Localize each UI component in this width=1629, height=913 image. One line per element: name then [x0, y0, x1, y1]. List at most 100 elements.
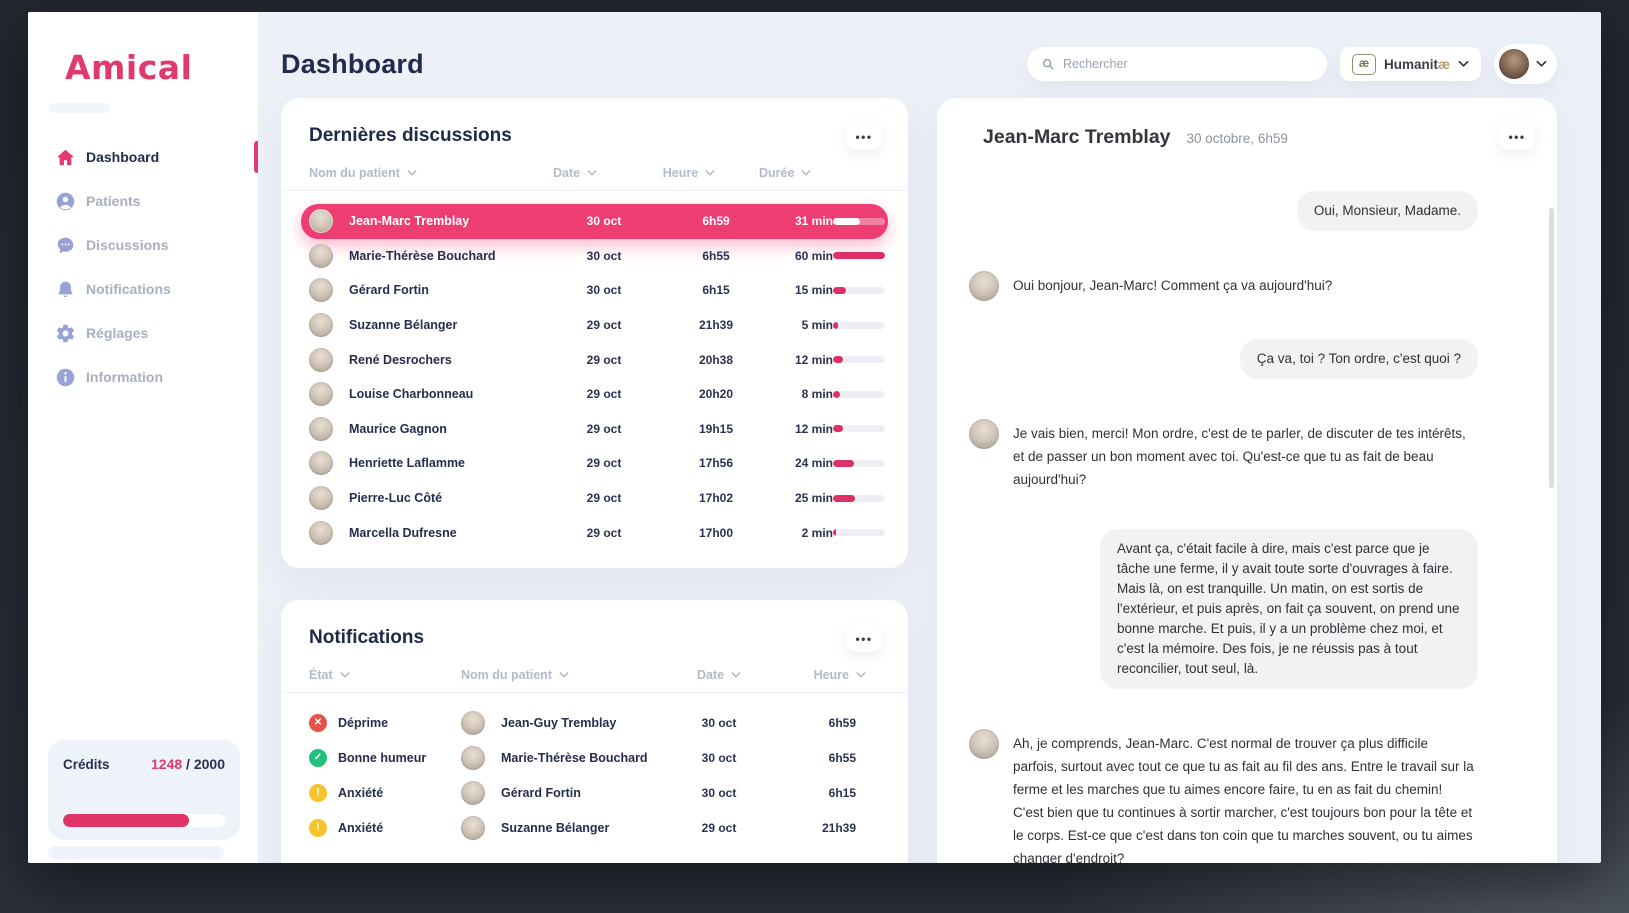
patient-avatar: [309, 416, 333, 441]
discussions-title: Dernières discussions: [309, 125, 512, 146]
credits-total: 2000: [193, 756, 225, 772]
companion-avatar: [969, 271, 999, 301]
discussion-date: 30 oct: [586, 248, 622, 263]
credits-progress-track: [63, 814, 225, 827]
app-logo: Amical: [65, 48, 193, 87]
discussion-row[interactable]: Suzanne Bélanger 29 oct 21h39 5 min: [301, 308, 888, 343]
info-icon: [55, 367, 76, 388]
sidebar-item-label: Information: [86, 369, 163, 385]
message-text: Oui, Monsieur, Madame.: [1313, 203, 1461, 218]
status-label: Déprime: [338, 715, 389, 730]
app-window: Amical Dashboard Patients Discussions N: [28, 12, 1601, 863]
sort-by-status[interactable]: État: [309, 668, 461, 682]
notifications-menu-button[interactable]: [846, 624, 882, 652]
user-menu[interactable]: [1494, 44, 1557, 84]
discussion-row[interactable]: Pierre-Luc Côté 29 oct 17h02 25 min: [301, 481, 888, 516]
duration-bar: [833, 217, 885, 225]
notification-row[interactable]: Bonne humeur Marie-Thérèse Bouchard 30 o…: [309, 740, 880, 775]
patient-name: Henriette Laflamme: [349, 456, 466, 471]
discussion-time: 17h02: [698, 491, 734, 506]
sidebar-item-discussions[interactable]: Discussions: [28, 223, 258, 267]
patient-avatar: [309, 486, 333, 511]
organization-selector[interactable]: æ Humanitæ: [1339, 47, 1481, 81]
search-bar[interactable]: [1026, 47, 1327, 81]
discussion-duration: 25 min: [794, 491, 833, 506]
credits-summary: Crédits 1248 / 2000: [63, 756, 225, 772]
patient-name: René Desrochers: [349, 352, 452, 367]
sidebar-nav: Dashboard Patients Discussions Notificat…: [28, 135, 258, 399]
discussion-duration: 5 min: [801, 318, 833, 333]
sidebar-item-reglages[interactable]: Réglages: [28, 311, 258, 355]
active-indicator: [254, 141, 258, 173]
chevron-down-icon: [587, 169, 597, 177]
sort-by-date[interactable]: Date: [553, 166, 597, 180]
sidebar-item-label: Patients: [86, 193, 141, 209]
gear-icon: [55, 323, 76, 344]
patient-name: Suzanne Bélanger: [501, 820, 610, 835]
table-divider: [281, 190, 908, 191]
message-text: Avant ça, c'était facile à dire, mais c'…: [1117, 541, 1460, 676]
sidebar-item-information[interactable]: Information: [28, 355, 258, 399]
notification-row[interactable]: Déprime Jean-Guy Tremblay 30 oct 6h59: [309, 705, 880, 740]
table-divider: [281, 692, 908, 693]
sort-by-time[interactable]: Heure: [663, 166, 715, 180]
discussion-date: 29 oct: [586, 491, 622, 506]
discussion-row[interactable]: Marie-Thérèse Bouchard 30 oct 6h55 60 mi…: [301, 239, 888, 274]
discussion-row[interactable]: Gérard Fortin 30 oct 6h15 15 min: [301, 273, 888, 308]
discussion-time: 20h20: [698, 387, 734, 402]
ellipsis-icon: [1508, 129, 1525, 144]
patient-name: Suzanne Bélanger: [349, 318, 458, 333]
sidebar-item-dashboard[interactable]: Dashboard: [28, 135, 258, 179]
message-text: Ça va, toi ? Ton ordre, c'est quoi ?: [1256, 351, 1461, 366]
chevron-down-icon: [340, 671, 350, 679]
latest-discussions-card: Dernières discussions Nom du patient Dat…: [281, 98, 908, 568]
discussion-row[interactable]: Marcella Dufresne 29 oct 17h00 2 min: [301, 515, 888, 550]
credits-used: 1248: [151, 756, 183, 772]
duration-bar-fill: [833, 529, 837, 537]
discussion-date: 29 oct: [586, 318, 622, 333]
discussion-duration: 2 min: [801, 525, 833, 540]
patient-avatar: [309, 347, 333, 372]
notification-time: 6h59: [828, 715, 856, 730]
discussions-rows: Jean-Marc Tremblay 30 oct 6h59 31 min Ma…: [281, 191, 908, 550]
notification-row[interactable]: Anxiété Gérard Fortin 30 oct 6h15: [309, 775, 880, 810]
duration-bar-fill: [833, 252, 885, 260]
sort-by-patient-name[interactable]: Nom du patient: [461, 668, 671, 682]
sidebar-item-patients[interactable]: Patients: [28, 179, 258, 223]
patient-avatar: [461, 815, 485, 840]
notification-date: 30 oct: [701, 750, 737, 765]
duration-bar: [833, 390, 885, 398]
search-icon: [1042, 58, 1054, 70]
discussion-row[interactable]: Jean-Marc Tremblay 30 oct 6h59 31 min: [301, 204, 888, 239]
discussion-row[interactable]: Maurice Gagnon 29 oct 19h15 12 min: [301, 412, 888, 447]
sort-by-date[interactable]: Date: [697, 668, 741, 682]
notification-date: 29 oct: [701, 820, 737, 835]
discussion-date: 29 oct: [586, 421, 622, 436]
discussion-date: 29 oct: [586, 456, 622, 471]
sort-by-patient-name[interactable]: Nom du patient: [309, 166, 525, 180]
patient-avatar: [309, 209, 333, 234]
message-text: Oui bonjour, Jean-Marc! Comment ça va au…: [1013, 278, 1333, 293]
discussion-time: 20h38: [698, 352, 734, 367]
patient-avatar: [309, 243, 333, 268]
notification-row[interactable]: Anxiété Suzanne Bélanger 29 oct 21h39: [309, 810, 880, 845]
sort-by-duration[interactable]: Durée: [753, 166, 811, 180]
sidebar-item-notifications[interactable]: Notifications: [28, 267, 258, 311]
notifications-title: Notifications: [309, 627, 425, 648]
duration-bar: [833, 425, 885, 433]
chat-menu-button[interactable]: [1499, 122, 1535, 150]
notification-status: Anxiété: [309, 783, 461, 802]
discussion-row[interactable]: Louise Charbonneau 29 oct 20h20 8 min: [301, 377, 888, 412]
search-input[interactable]: [1062, 57, 1315, 71]
status-label: Bonne humeur: [338, 750, 427, 765]
status-label: Anxiété: [338, 785, 384, 800]
discussions-menu-button[interactable]: [846, 122, 882, 150]
chat-scrollbar[interactable]: [1549, 208, 1554, 488]
discussion-row[interactable]: René Desrochers 29 oct 20h38 12 min: [301, 342, 888, 377]
chat-header: Jean-Marc Tremblay 30 octobre, 6h59: [937, 126, 1557, 149]
chevron-down-icon: [705, 169, 715, 177]
header-controls: æ Humanitæ: [1026, 44, 1557, 84]
sort-by-time[interactable]: Heure: [814, 668, 880, 682]
discussion-row[interactable]: Henriette Laflamme 29 oct 17h56 24 min: [301, 446, 888, 481]
chevron-down-icon: [1536, 60, 1547, 68]
